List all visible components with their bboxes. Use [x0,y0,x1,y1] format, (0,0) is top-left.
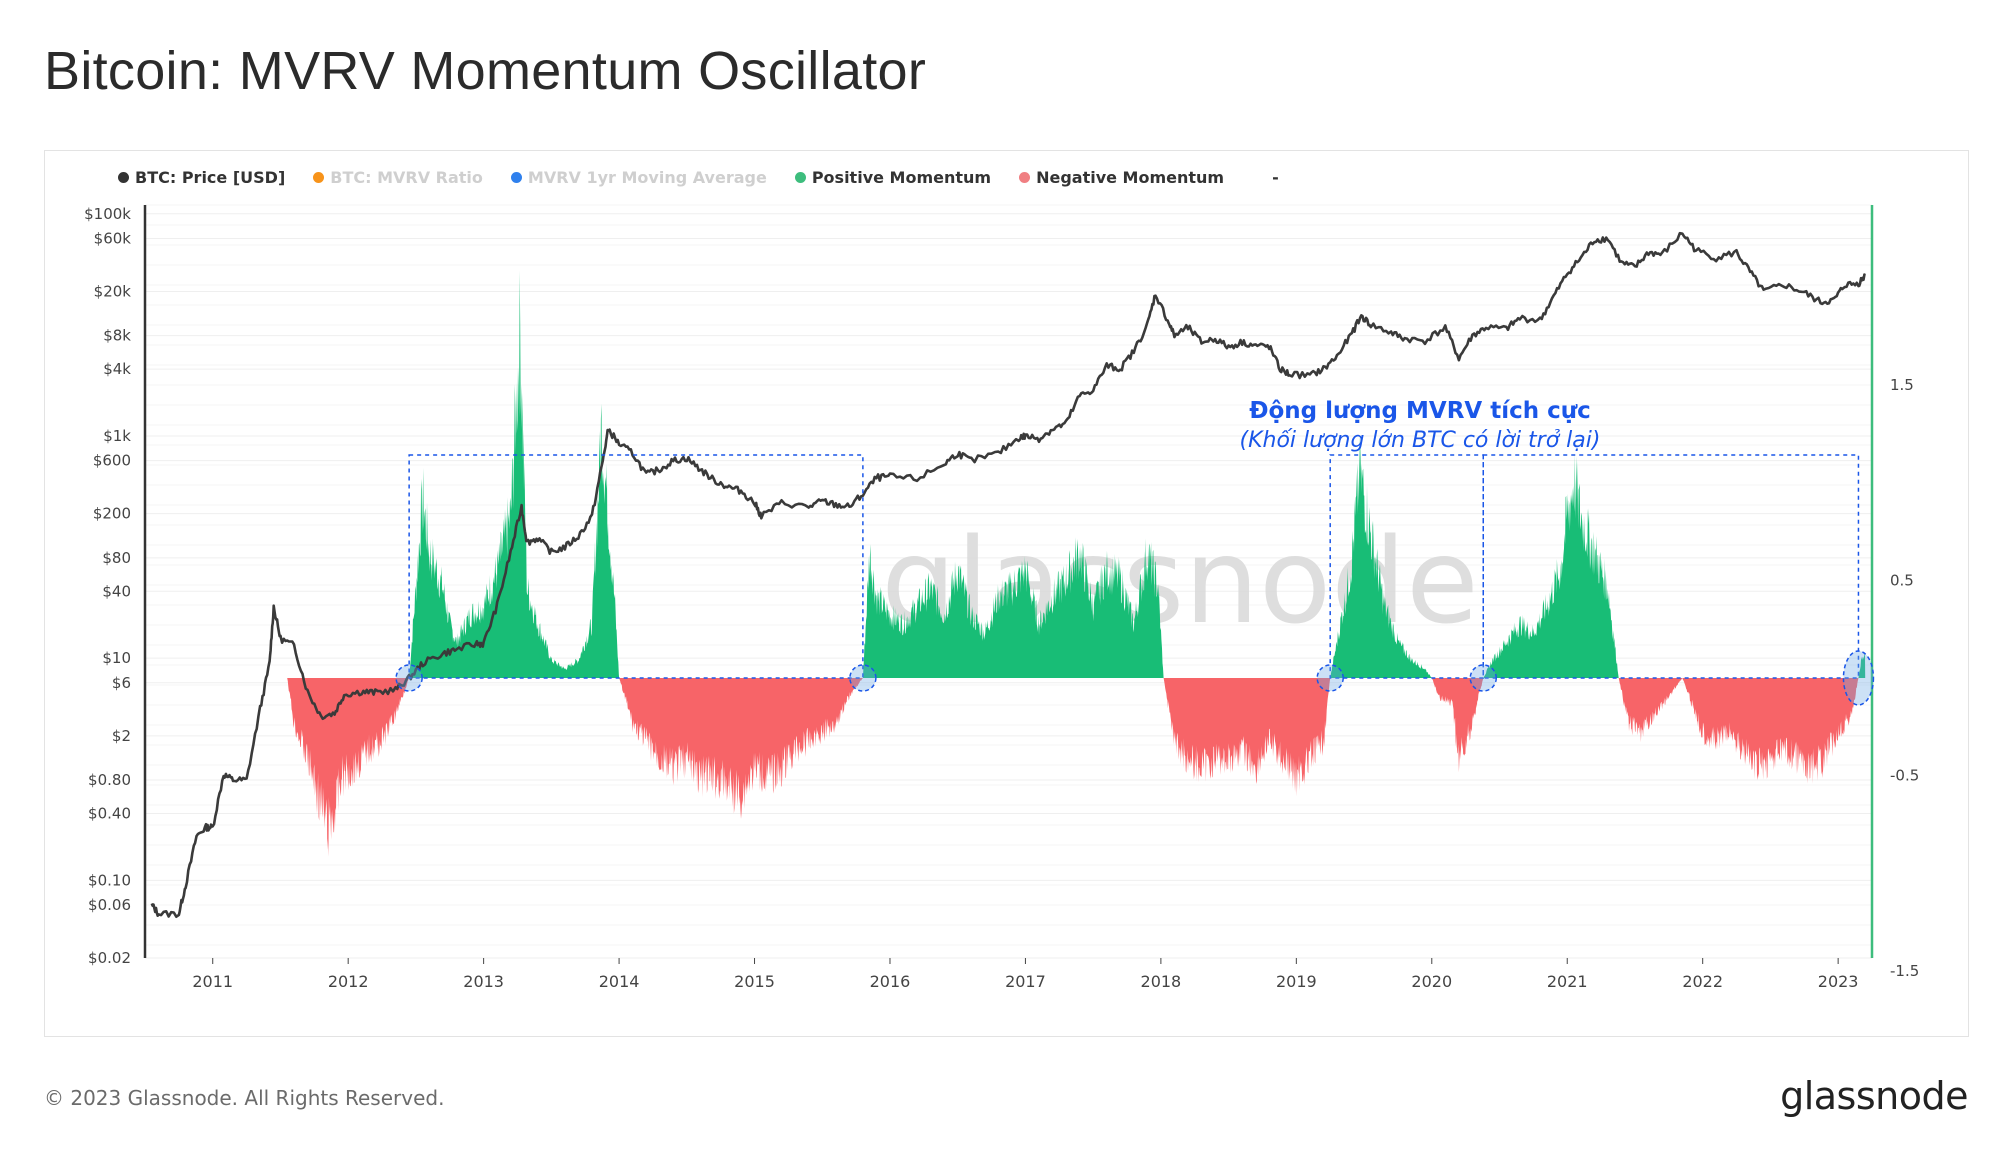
copyright-text: © 2023 Glassnode. All Rights Reserved. [44,1086,445,1110]
y-left-tick-label: $100k [84,205,131,223]
negative-momentum-area [1431,678,1484,773]
annotation-title: Động lượng MVRV tích cực [1249,398,1591,424]
chart-frame [44,150,1969,1037]
x-tick-label: 2020 [1411,972,1452,991]
positive-momentum-area [1483,452,1619,678]
y-left-tick-label: $600 [93,452,131,470]
chart-legend: BTC: Price [USD] BTC: MVRV Ratio MVRV 1y… [118,168,1279,187]
x-tick-label: 2016 [870,972,911,991]
x-tick-label: 2014 [599,972,640,991]
positive-momentum-box [1482,454,1860,679]
y-left-tick-label: $8k [103,327,131,345]
negative-momentum-area [1682,678,1859,784]
x-tick-label: 2018 [1141,972,1182,991]
positive-momentum-area [1858,653,1866,678]
page-title: Bitcoin: MVRV Momentum Oscillator [44,41,927,101]
y-right-tick-label: 0.5 [1890,571,1914,589]
x-tick-label: 2022 [1682,972,1723,991]
momentum-areas [287,270,1866,857]
negative-momentum-area [619,678,863,819]
legend-item-price[interactable]: BTC: Price [USD] [118,168,285,187]
y-left-tick-label: $2 [112,727,131,745]
x-tick-label: 2021 [1547,972,1588,991]
y-right-tick-label: -1.5 [1890,962,1919,980]
annotation-layer: Động lượng MVRV tích cực (Khối lượng lớn … [395,398,1875,706]
y-left-tick-label: $0.06 [88,896,131,914]
y-left-tick-label: $80 [102,549,131,567]
legend-label: Positive Momentum [811,168,992,187]
y-left-tick-label: $4k [103,360,131,378]
x-tick-label: 2012 [328,972,369,991]
x-tick-label: 2013 [463,972,504,991]
crossover-marker [1842,650,1875,706]
legend-item-mvrv-ma[interactable]: MVRV 1yr Moving Average [510,168,767,187]
negative-momentum-area [287,678,410,857]
y-left-tick-label: $0.10 [88,871,131,889]
crossover-marker [1469,664,1498,692]
y-right-tick-label: 1.5 [1890,376,1914,394]
legend-label: BTC: Price [USD] [135,168,286,187]
crossover-marker [395,664,423,692]
x-tick-label: 2015 [734,972,775,991]
crossover-marker [849,664,877,692]
y-left-tick-label: $40 [102,582,131,600]
legend-label: - [1272,168,1279,187]
legend-item-positive-momentum[interactable]: Positive Momentum [794,168,992,187]
legend-label: BTC: MVRV Ratio [330,168,483,187]
y-left-tick-label: $1k [103,427,131,445]
x-tick-label: 2023 [1818,972,1859,991]
positive-momentum-box [408,454,864,679]
y-left-tick-label: $10 [102,649,131,667]
annotation-subtitle: (Khối lượng lớn BTC có lời trở lại) [1240,428,1601,453]
legend-dot-price-icon [118,172,129,183]
x-tick-label: 2017 [1005,972,1046,991]
legend-dot-mvrv-ratio-icon [313,172,325,183]
crossover-marker [1316,664,1344,692]
y-left-tick-label: $0.02 [88,949,131,967]
price-line [150,231,1866,918]
x-tick-label: 2019 [1276,972,1317,991]
glassnode-logo[interactable]: glassnode [1780,1074,1968,1118]
x-tick-label: 2011 [192,972,233,991]
y-left-tick-label: $0.40 [88,804,131,822]
legend-label: MVRV 1yr Moving Average [527,168,767,187]
y-left-tick-label: $0.80 [88,771,131,789]
positive-momentum-area [409,270,620,678]
y-left-tick-label: $6 [112,674,131,692]
legend-item-mvrv-ratio[interactable]: BTC: MVRV Ratio [313,168,483,187]
y-left-tick-label: $200 [93,505,131,523]
axes: $100k $60k $20k $8k $4k $1k $600 $200 $80 $40 $10 $… [84,205,1919,991]
btc-price-line [150,231,1866,918]
legend-dot-negative-icon [1019,172,1031,183]
y-left-tick-label: $60k [94,229,132,247]
positive-momentum-area [1330,434,1432,678]
positive-momentum-area [862,537,1164,678]
negative-momentum-area [1618,678,1683,743]
y-right-tick-label: -0.5 [1890,767,1919,785]
legend-item-negative-momentum[interactable]: Negative Momentum [1019,168,1224,187]
y-left-tick-label: $20k [94,282,132,300]
positive-momentum-box [1329,454,1485,679]
legend-label: Negative Momentum [1036,168,1225,187]
negative-momentum-area [1163,678,1331,797]
legend-dot-mvrv-ma-icon [510,172,522,183]
legend-dot-positive-icon [794,172,806,183]
legend-item-extra[interactable]: - [1272,168,1279,187]
